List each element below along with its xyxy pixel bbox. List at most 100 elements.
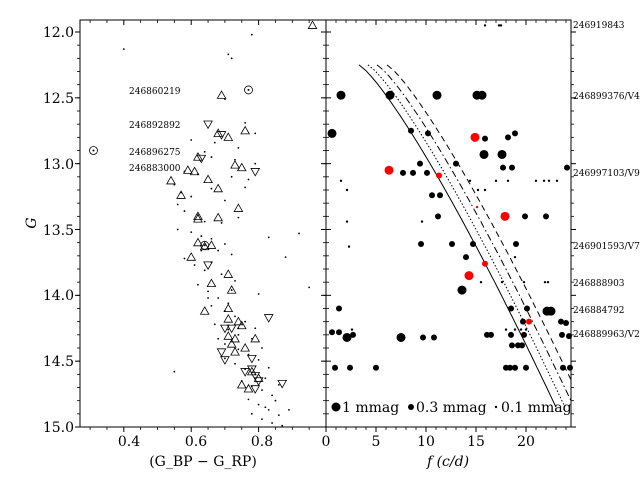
frequency-point [509, 164, 515, 171]
frequency-point [507, 364, 513, 371]
field-star-point [203, 269, 206, 272]
frequency-point [470, 240, 476, 247]
frequency-point [509, 342, 515, 349]
frequency-point [425, 130, 431, 137]
frequency-point [497, 24, 501, 27]
triangle-down-marker [216, 131, 227, 140]
field-star-point [250, 412, 253, 415]
frequency-point [494, 179, 498, 182]
frequency-point [564, 164, 570, 171]
field-star-point [183, 257, 186, 260]
legend-marker-large [331, 402, 341, 412]
curve-dashdot [376, 64, 571, 403]
cmd-id-label: 246892892 [129, 121, 181, 131]
field-star-point [190, 195, 193, 198]
frequency-point [347, 245, 351, 248]
field-star-point [173, 370, 176, 373]
triangle-down-marker [246, 365, 257, 375]
field-star-point [254, 162, 257, 165]
triangle-up-marker [233, 203, 244, 212]
triangle-down-marker [263, 314, 274, 323]
freq-xlabel: f (c/d) [426, 454, 469, 470]
field-star-point [197, 283, 199, 286]
triangle-up-marker [166, 175, 176, 185]
field-star-point [264, 406, 267, 409]
field-star-point [190, 139, 193, 141]
triangle-down-marker [240, 368, 251, 377]
freq-id-label: 246919843 [573, 21, 625, 31]
frequency-point [513, 255, 517, 259]
field-star-point [257, 293, 260, 295]
freq-id-label: 246884792 [573, 306, 625, 316]
field-star-point [247, 398, 250, 401]
frequency-point [500, 164, 506, 171]
triangle-up-marker [223, 269, 234, 278]
frequency-point [505, 134, 511, 141]
triangle-up-marker [213, 212, 224, 222]
frequency-point [500, 211, 510, 221]
freq-id-label: 246997103/V9 [573, 169, 640, 179]
triangle-up-marker [236, 379, 247, 389]
freq-id-label: 246899376/V4 [573, 92, 640, 102]
field-star-point [230, 57, 233, 60]
frequency-point [500, 280, 504, 284]
cmd-ylabel: G [24, 217, 40, 228]
field-star-point [254, 327, 257, 330]
frequency-point [508, 331, 514, 338]
frequency-point [336, 90, 346, 100]
freq-xtick-label: 20 [517, 434, 535, 450]
cmd-axes-frame [79, 19, 327, 428]
frequency-point [520, 318, 526, 325]
frequency-point [482, 260, 488, 267]
field-star-point [210, 187, 213, 190]
frequency-point [558, 318, 564, 325]
frequency-point [563, 319, 569, 326]
frequency-point [477, 90, 487, 100]
frequency-point [519, 342, 525, 349]
triangle-up-marker [233, 316, 244, 326]
frequency-point [479, 280, 483, 284]
frequency-point [524, 328, 528, 331]
triangle-up-marker [236, 320, 247, 330]
field-star-point [122, 48, 125, 51]
frequency-point [342, 332, 352, 342]
field-star-point [224, 357, 226, 360]
freq-xtick-label: 5 [372, 434, 381, 450]
frequency-point [508, 305, 514, 312]
field-star-point [207, 297, 209, 299]
cmd-marks [89, 20, 318, 427]
frequency-point [384, 165, 394, 175]
frequency-point [513, 328, 517, 331]
triangle-up-marker [206, 278, 217, 288]
cmd-xtick-label: 0.6 [185, 434, 207, 450]
field-star-point [210, 156, 213, 158]
frequency-point [468, 179, 472, 182]
frequency-point [542, 179, 546, 182]
frequency-point [543, 280, 547, 284]
frequency-point [504, 328, 508, 331]
frequency-point [546, 280, 550, 284]
freq-id-label: 246889963/V21 [573, 330, 640, 340]
field-star-point [284, 256, 287, 259]
cmd-xlabel: (G_BP − G_RP) [149, 454, 257, 470]
frequency-point [418, 240, 424, 247]
field-star-point [250, 33, 253, 36]
field-star-point [200, 235, 203, 237]
field-star-point [308, 286, 311, 289]
frequency-point [437, 192, 443, 199]
frequency-point [408, 127, 414, 134]
frequency-point [512, 130, 518, 137]
field-star-point [176, 203, 179, 206]
frequency-point [350, 328, 354, 331]
field-star-point [220, 222, 223, 224]
curve-dashed [386, 64, 571, 382]
field-star-point [183, 210, 186, 212]
frequency-point [385, 90, 395, 100]
freq-xtick-label: 0 [322, 434, 331, 450]
field-star-point [261, 347, 263, 349]
cmd-xtick-label: 0.4 [118, 434, 140, 450]
triangle-up-marker [230, 346, 240, 356]
triangle-up-marker [206, 240, 217, 249]
field-star-point [298, 232, 300, 235]
frequency-point [476, 188, 480, 192]
